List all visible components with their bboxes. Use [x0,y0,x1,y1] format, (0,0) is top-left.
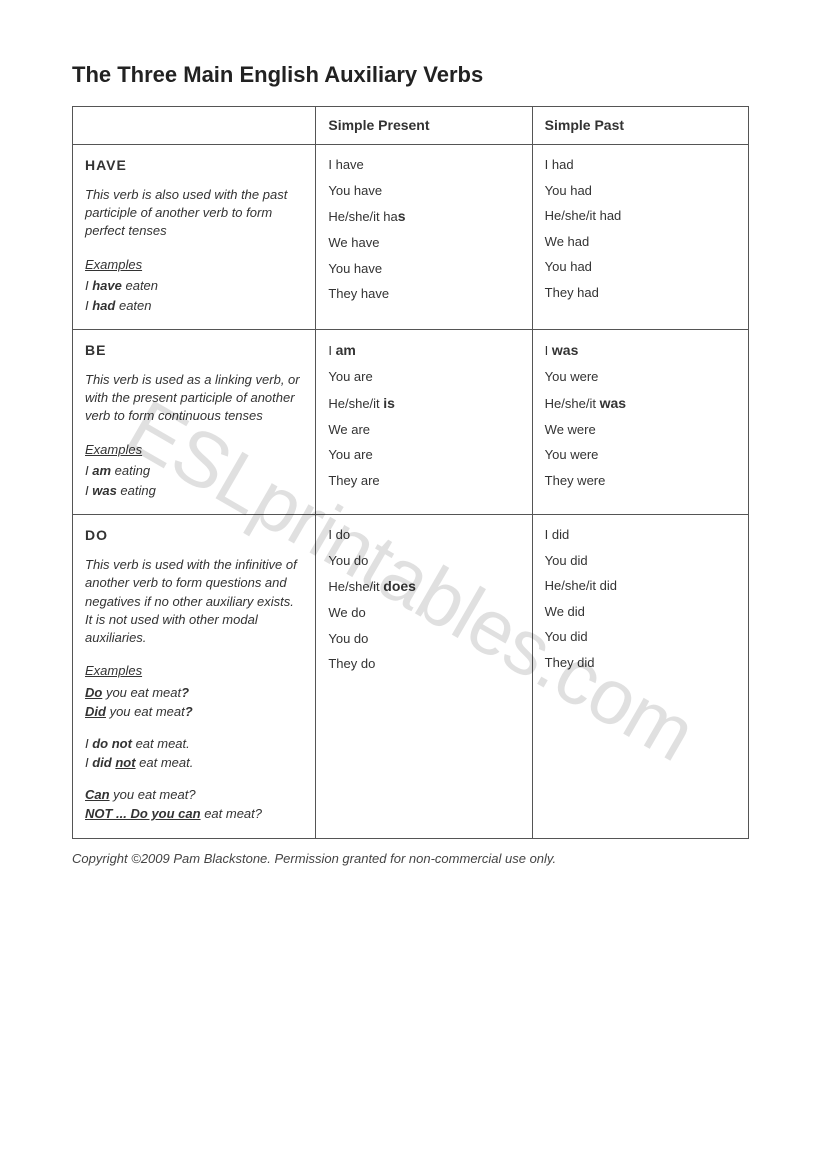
example-line: I am eating [85,461,303,481]
conjugation: They are [328,471,519,491]
conjugation: I did [545,525,736,545]
conjugation: You had [545,181,736,201]
conjugation: He/she/it had [545,206,736,226]
example-line: NOT ... Do you can eat meat? [85,804,303,824]
verb-name: HAVE [85,155,303,176]
verb-description: This verb is used as a linking verb, or … [85,371,303,426]
example-line: Did you eat meat? [85,702,303,722]
conjugation: We are [328,420,519,440]
examples-label: Examples [85,661,303,681]
conjugation: We do [328,603,519,623]
conjugation: We did [545,602,736,622]
conjugation: You were [545,445,736,465]
header-present: Simple Present [316,107,532,145]
conjugation: You did [545,551,736,571]
example-line: I do not eat meat. [85,734,303,754]
example-line: I had eaten [85,296,303,316]
have-past-cell: I had You had He/she/it had We had You h… [532,145,748,330]
conjugation: You were [545,367,736,387]
conjugation: They were [545,471,736,491]
conjugation: You have [328,259,519,279]
do-present-cell: I do You do He/she/it does We do You do … [316,515,532,838]
conjugation: You do [328,551,519,571]
examples-label: Examples [85,255,303,275]
auxiliary-verbs-table: Simple Present Simple Past HAVE This ver… [72,106,749,839]
header-past: Simple Past [532,107,748,145]
verb-description: This verb is also used with the past par… [85,186,303,241]
conjugation: They do [328,654,519,674]
example-line: Do you eat meat? [85,683,303,703]
verb-description: This verb is used with the infinitive of… [85,556,303,647]
have-description-cell: HAVE This verb is also used with the pas… [73,145,316,330]
be-description-cell: BE This verb is used as a linking verb, … [73,330,316,515]
conjugation: I do [328,525,519,545]
conjugation: We had [545,232,736,252]
have-present-cell: I have You have He/she/it has We have Yo… [316,145,532,330]
table-row: HAVE This verb is also used with the pas… [73,145,749,330]
conjugation: They have [328,284,519,304]
be-past-cell: I was You were He/she/it was We were You… [532,330,748,515]
conjugation: You had [545,257,736,277]
conjugation: I was [545,340,736,361]
examples-label: Examples [85,440,303,460]
verb-name: DO [85,525,303,546]
conjugation: He/she/it was [545,393,736,414]
conjugation: He/she/it is [328,393,519,414]
copyright-notice: Copyright ©2009 Pam Blackstone. Permissi… [72,851,749,866]
conjugation: He/she/it did [545,576,736,596]
example-line: Can you eat meat? [85,785,303,805]
conjugation: I have [328,155,519,175]
conjugation: They did [545,653,736,673]
conjugation: You are [328,367,519,387]
example-line: I was eating [85,481,303,501]
conjugation: I had [545,155,736,175]
table-header-row: Simple Present Simple Past [73,107,749,145]
conjugation: We have [328,233,519,253]
do-past-cell: I did You did He/she/it did We did You d… [532,515,748,838]
conjugation: You do [328,629,519,649]
conjugation: We were [545,420,736,440]
conjugation: You have [328,181,519,201]
example-line: I have eaten [85,276,303,296]
example-line: I did not eat meat. [85,753,303,773]
verb-name: BE [85,340,303,361]
conjugation: He/she/it has [328,206,519,227]
conjugation: He/she/it does [328,576,519,597]
conjugation: I am [328,340,519,361]
table-row: BE This verb is used as a linking verb, … [73,330,749,515]
table-row: DO This verb is used with the infinitive… [73,515,749,838]
do-description-cell: DO This verb is used with the infinitive… [73,515,316,838]
conjugation: They had [545,283,736,303]
header-blank [73,107,316,145]
page-title: The Three Main English Auxiliary Verbs [72,62,749,88]
conjugation: You did [545,627,736,647]
be-present-cell: I am You are He/she/it is We are You are… [316,330,532,515]
conjugation: You are [328,445,519,465]
